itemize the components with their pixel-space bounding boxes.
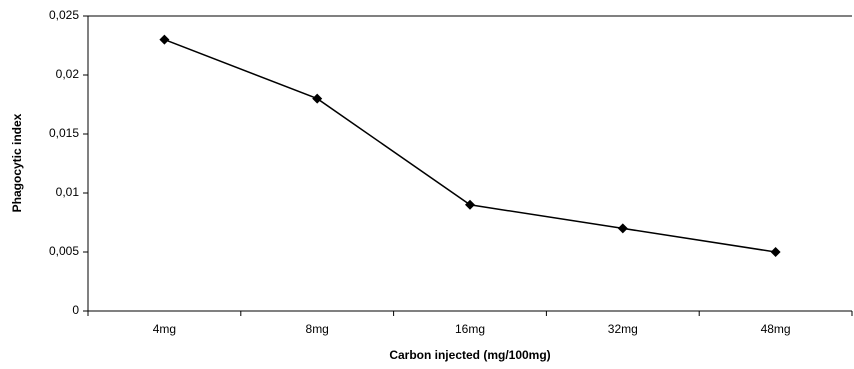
x-tick-label: 32mg	[608, 322, 638, 336]
y-tick-label: 0,02	[56, 67, 80, 81]
y-axis-title: Phagocytic index	[10, 113, 24, 212]
marker	[465, 199, 475, 210]
y-tick-label: 0	[72, 303, 79, 317]
y-tick-label: 0,025	[49, 8, 79, 22]
marker	[312, 93, 323, 104]
x-tick-label: 4mg	[153, 322, 176, 336]
y-tick-label: 0,015	[49, 126, 79, 140]
marker	[770, 247, 781, 257]
y-tick-label: 0,005	[49, 244, 79, 258]
marker	[159, 34, 170, 45]
x-axis-title: Carbon injected (mg/100mg)	[389, 348, 550, 362]
y-tick-label: 0,01	[56, 185, 80, 199]
x-tick-label: 16mg	[455, 322, 485, 336]
x-tick-label: 48mg	[761, 322, 791, 336]
line	[164, 38, 776, 253]
x-tick-label: 8mg	[306, 322, 329, 336]
marker	[617, 223, 628, 234]
